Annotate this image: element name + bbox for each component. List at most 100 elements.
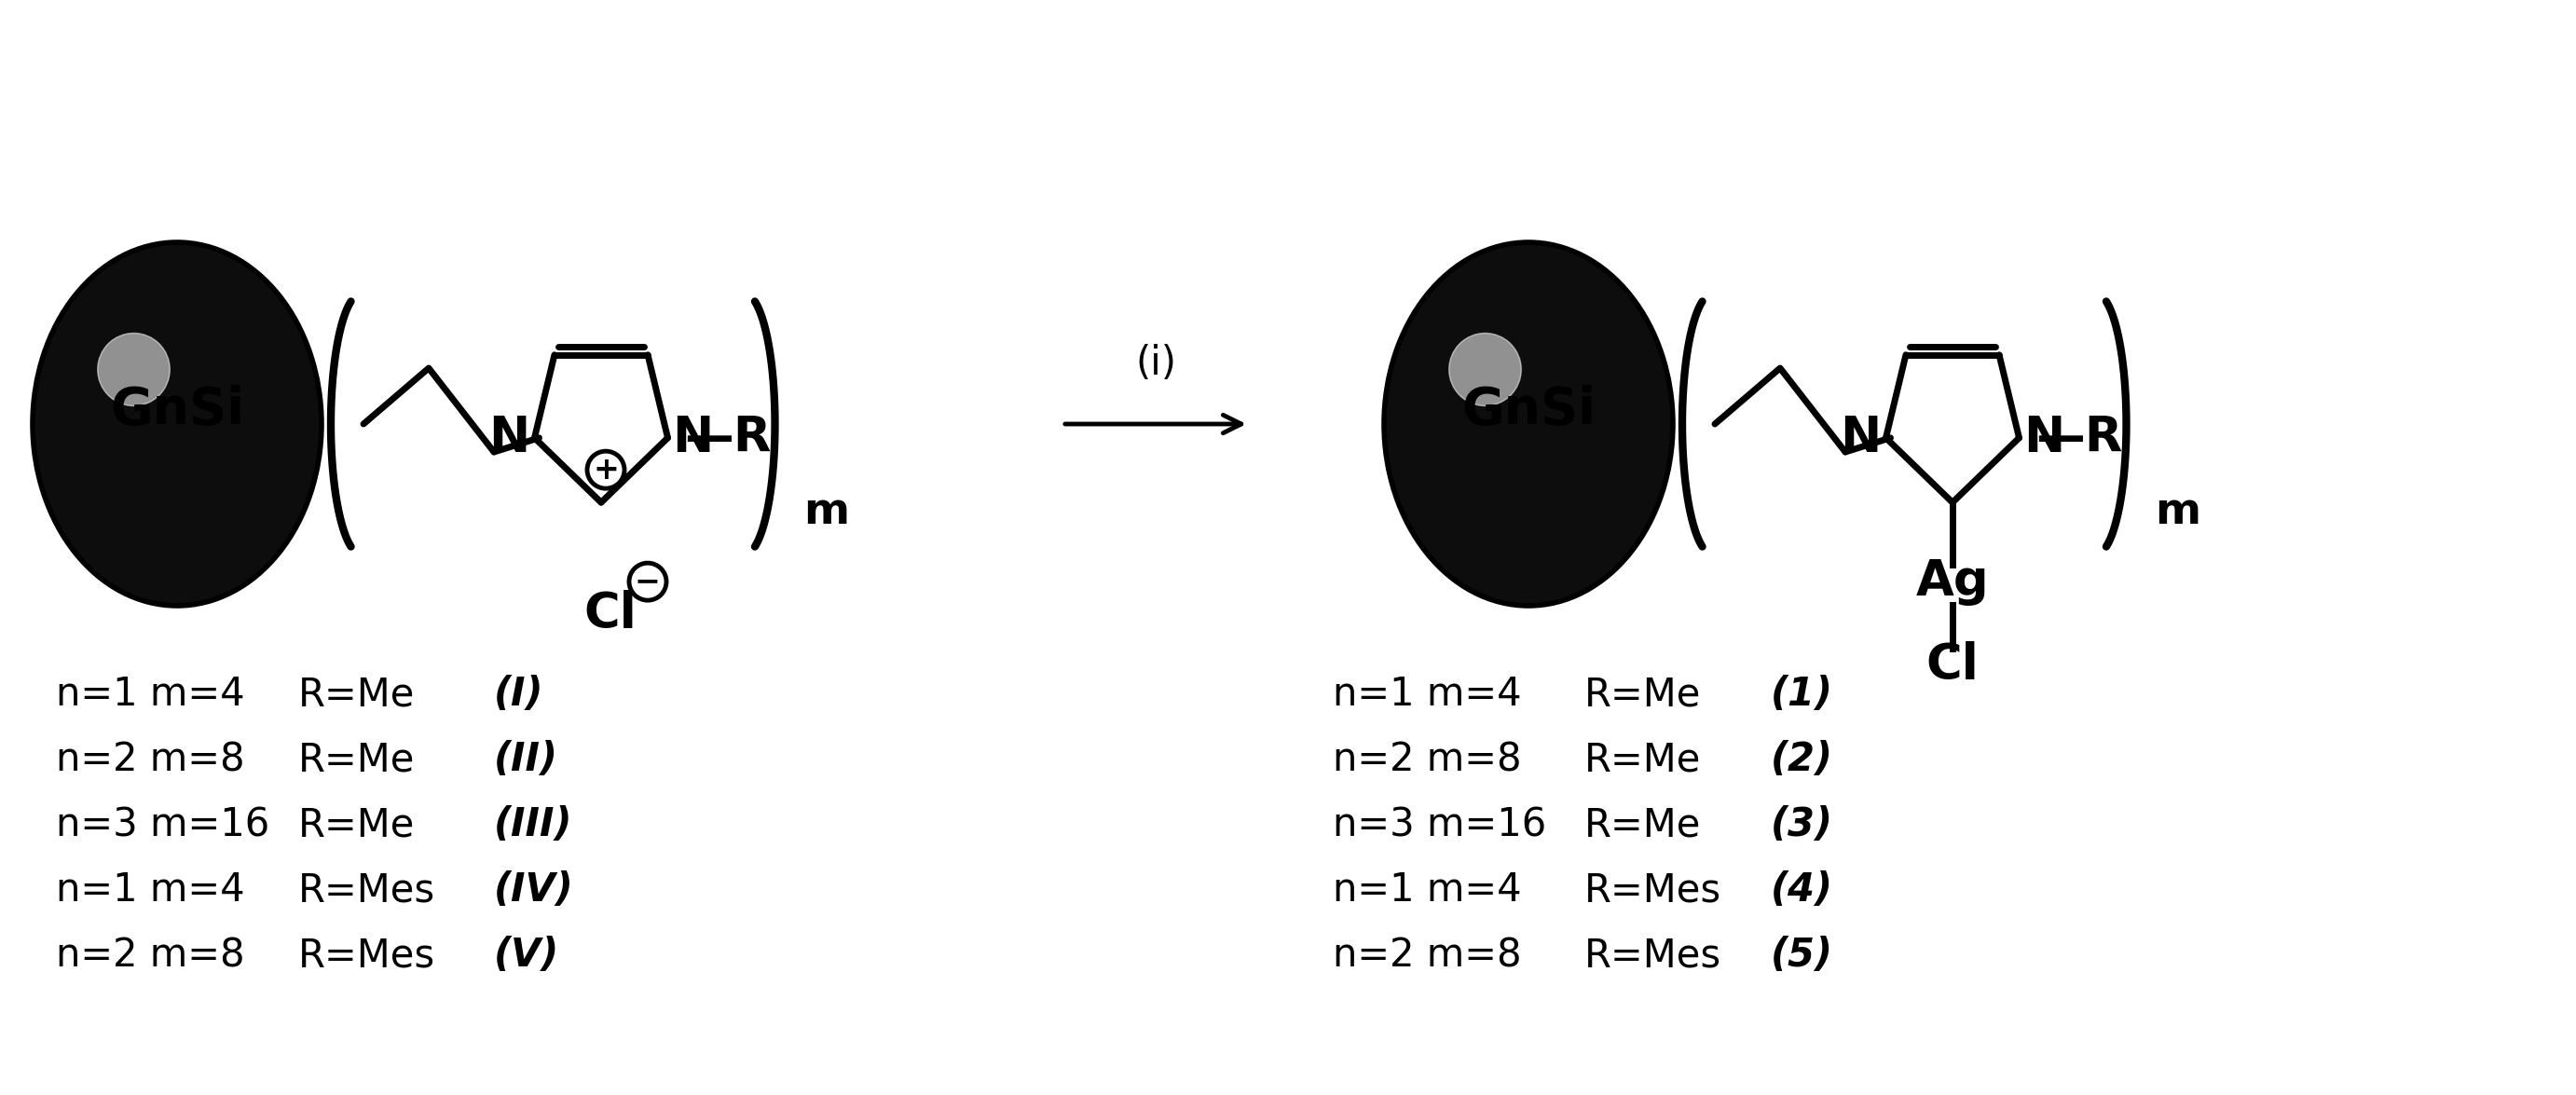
Ellipse shape xyxy=(93,316,242,505)
Ellipse shape xyxy=(1412,276,1636,561)
Text: n=1 m=4: n=1 m=4 xyxy=(1332,871,1522,910)
Text: n=2 m=8: n=2 m=8 xyxy=(1332,740,1522,779)
Ellipse shape xyxy=(98,325,232,494)
Ellipse shape xyxy=(82,304,255,522)
Text: +: + xyxy=(592,454,618,485)
Ellipse shape xyxy=(108,337,219,477)
Ellipse shape xyxy=(134,368,185,435)
Ellipse shape xyxy=(1430,299,1613,529)
Ellipse shape xyxy=(41,253,312,591)
Text: R=Me: R=Me xyxy=(1584,675,1700,714)
Ellipse shape xyxy=(1461,337,1571,477)
Ellipse shape xyxy=(57,273,289,564)
Ellipse shape xyxy=(131,366,188,439)
Text: n=3 m=16: n=3 m=16 xyxy=(57,805,270,844)
Ellipse shape xyxy=(85,309,250,515)
Text: m: m xyxy=(2154,492,2200,533)
Ellipse shape xyxy=(1440,312,1597,511)
Ellipse shape xyxy=(1450,325,1584,494)
Text: N: N xyxy=(2025,414,2066,462)
Ellipse shape xyxy=(116,348,209,463)
Text: n=2 m=8: n=2 m=8 xyxy=(57,740,245,779)
Ellipse shape xyxy=(1399,261,1654,581)
Ellipse shape xyxy=(95,322,234,498)
Text: (V): (V) xyxy=(495,935,559,975)
Ellipse shape xyxy=(46,261,301,581)
Ellipse shape xyxy=(142,379,175,422)
Ellipse shape xyxy=(1396,257,1656,585)
Ellipse shape xyxy=(1497,384,1520,414)
Text: GnSi: GnSi xyxy=(111,384,245,435)
Ellipse shape xyxy=(52,265,296,575)
Ellipse shape xyxy=(85,307,252,519)
Ellipse shape xyxy=(98,333,170,406)
Ellipse shape xyxy=(1468,348,1558,463)
Ellipse shape xyxy=(64,284,278,550)
Ellipse shape xyxy=(1425,293,1618,537)
Ellipse shape xyxy=(1499,387,1517,411)
Text: R=Mes: R=Mes xyxy=(299,935,435,975)
Text: GnSi: GnSi xyxy=(1461,384,1595,435)
Text: n=2 m=8: n=2 m=8 xyxy=(1332,935,1522,975)
Ellipse shape xyxy=(72,291,268,540)
Ellipse shape xyxy=(103,330,227,487)
Text: N: N xyxy=(489,414,531,462)
Ellipse shape xyxy=(54,268,294,570)
Text: R=Me: R=Me xyxy=(299,805,415,844)
Ellipse shape xyxy=(1422,291,1620,540)
Ellipse shape xyxy=(59,276,286,561)
Text: (II): (II) xyxy=(495,740,559,779)
Ellipse shape xyxy=(1445,320,1589,502)
Text: (5): (5) xyxy=(1770,935,1834,975)
Text: (2): (2) xyxy=(1770,740,1834,779)
Ellipse shape xyxy=(88,312,247,511)
Ellipse shape xyxy=(93,320,240,502)
Ellipse shape xyxy=(75,293,265,537)
Ellipse shape xyxy=(1492,377,1530,425)
Text: (III): (III) xyxy=(495,805,572,844)
Text: N: N xyxy=(1839,414,1880,462)
Ellipse shape xyxy=(1466,345,1561,466)
Text: n=1 m=4: n=1 m=4 xyxy=(1332,675,1522,714)
Ellipse shape xyxy=(1473,356,1551,452)
Ellipse shape xyxy=(1481,364,1543,442)
Ellipse shape xyxy=(39,250,314,596)
Text: Cl: Cl xyxy=(1927,642,1978,690)
Ellipse shape xyxy=(1502,389,1515,407)
Text: Ag: Ag xyxy=(1917,557,1989,606)
Ellipse shape xyxy=(44,255,307,588)
Text: n=2 m=8: n=2 m=8 xyxy=(57,935,245,975)
Text: (IV): (IV) xyxy=(495,871,574,910)
Ellipse shape xyxy=(100,327,229,491)
Text: N: N xyxy=(672,414,714,462)
Text: −: − xyxy=(634,566,662,597)
Ellipse shape xyxy=(1401,263,1651,578)
Ellipse shape xyxy=(144,381,173,417)
Ellipse shape xyxy=(1394,255,1659,588)
Text: (I): (I) xyxy=(495,675,544,714)
Ellipse shape xyxy=(1476,358,1548,449)
Ellipse shape xyxy=(1453,330,1579,487)
Ellipse shape xyxy=(1471,353,1553,456)
Ellipse shape xyxy=(36,247,317,599)
Ellipse shape xyxy=(33,245,319,602)
Ellipse shape xyxy=(1432,301,1610,526)
Text: (1): (1) xyxy=(1770,675,1834,714)
Ellipse shape xyxy=(149,389,165,407)
Ellipse shape xyxy=(1486,371,1535,431)
Ellipse shape xyxy=(1432,304,1607,522)
Ellipse shape xyxy=(124,356,201,452)
Ellipse shape xyxy=(1448,333,1522,406)
Ellipse shape xyxy=(64,281,281,553)
Ellipse shape xyxy=(1461,341,1569,473)
Ellipse shape xyxy=(1422,289,1623,543)
Ellipse shape xyxy=(62,278,283,557)
Ellipse shape xyxy=(1479,360,1546,446)
Ellipse shape xyxy=(121,353,204,456)
Ellipse shape xyxy=(1443,314,1595,508)
Ellipse shape xyxy=(1448,322,1587,498)
Text: R=Me: R=Me xyxy=(1584,805,1700,844)
Ellipse shape xyxy=(134,371,183,431)
Ellipse shape xyxy=(1412,278,1633,557)
Ellipse shape xyxy=(1401,265,1649,575)
